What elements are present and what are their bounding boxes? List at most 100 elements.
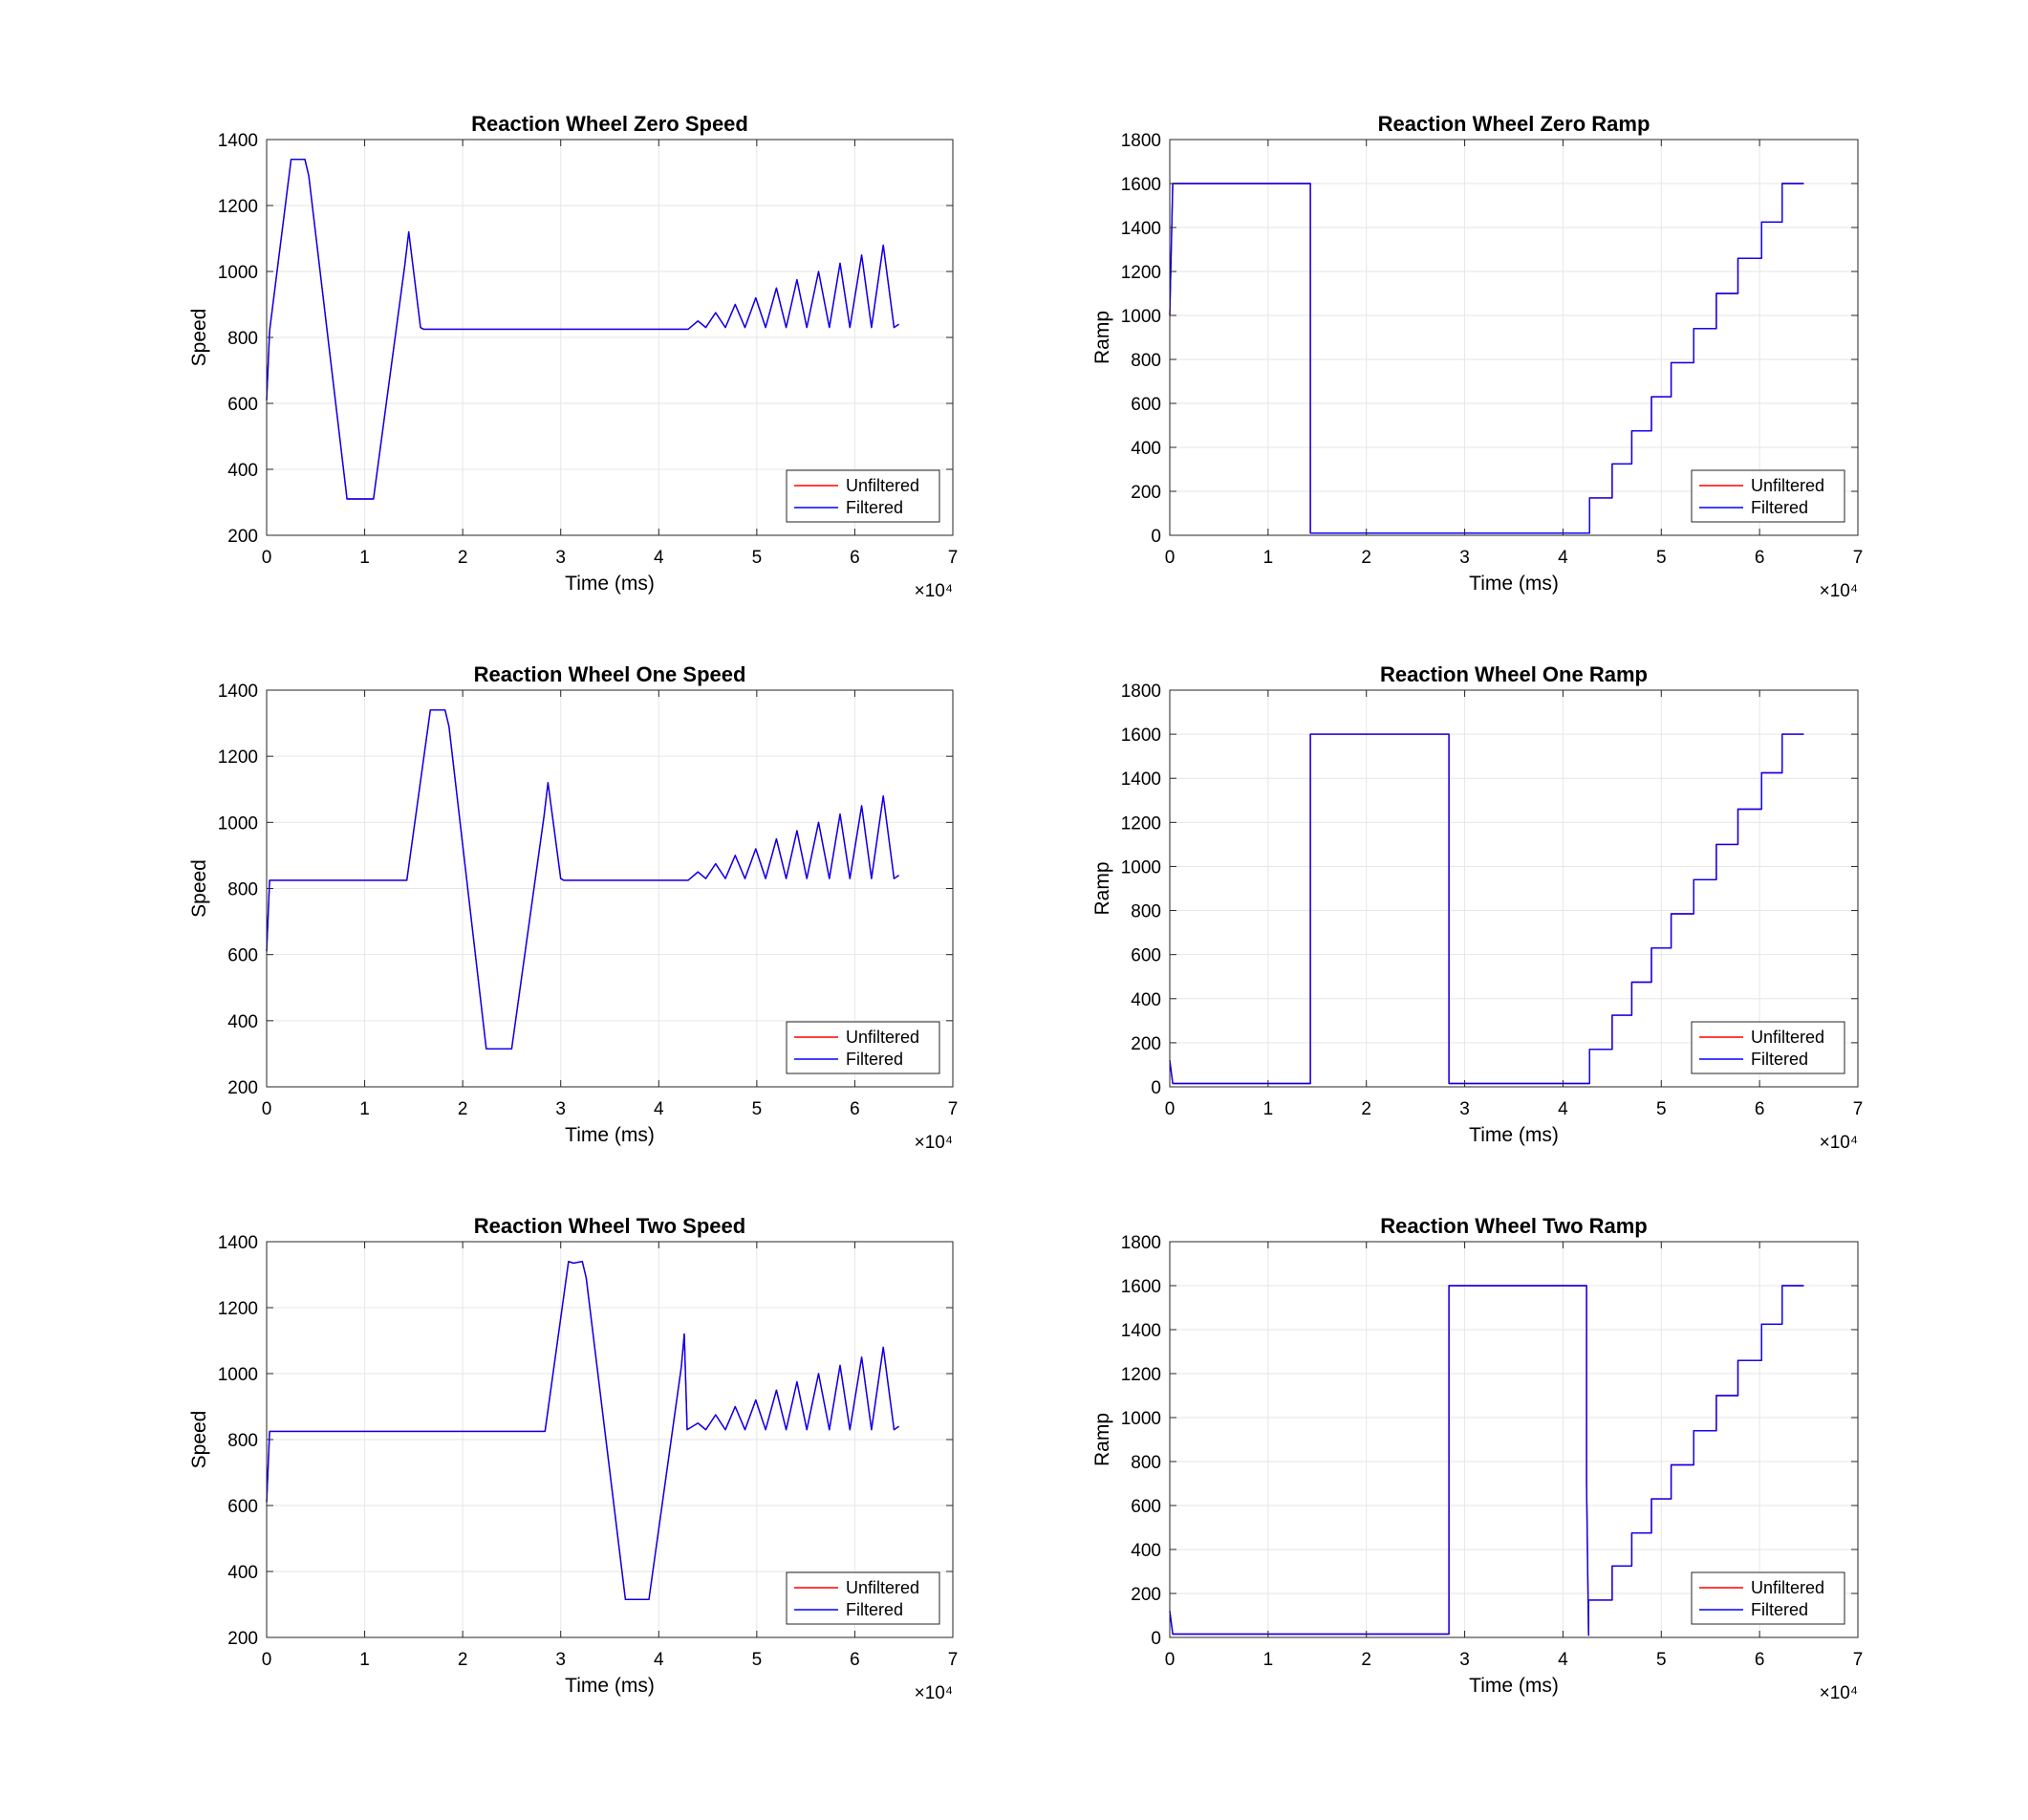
y-tick-label: 1200 bbox=[1121, 263, 1161, 283]
y-tick-label: 1200 bbox=[218, 1299, 258, 1319]
y-tick-label: 1400 bbox=[218, 131, 258, 151]
x-tick-label: 7 bbox=[948, 1099, 959, 1119]
y-tick-label: 200 bbox=[227, 527, 258, 547]
series-line-filtered bbox=[266, 158, 899, 500]
y-tick-label: 1200 bbox=[218, 748, 258, 768]
y-tick-label: 1000 bbox=[1121, 1409, 1161, 1429]
y-tick-label: 400 bbox=[1131, 439, 1161, 459]
legend-box bbox=[1691, 1021, 1845, 1074]
x-tick-label: 1 bbox=[359, 1099, 370, 1119]
legend-label-unfiltered: Unfiltered bbox=[1751, 1578, 1824, 1597]
legend-label-unfiltered: Unfiltered bbox=[846, 1578, 919, 1597]
plot-area bbox=[1170, 1242, 1858, 1637]
subplot-1: 0 1 2 3 4 5 6 7 200 400 600 800 1000 1200 1400 Reaction… bbox=[188, 112, 958, 601]
x-tick-label: 5 bbox=[752, 1650, 763, 1670]
y-tick-label: 1400 bbox=[218, 1233, 258, 1253]
y-tick-label: 400 bbox=[1131, 1541, 1161, 1561]
x-tick-label: 0 bbox=[262, 548, 272, 568]
y-tick-label: 600 bbox=[227, 946, 258, 966]
y-tick-label: 1200 bbox=[218, 197, 258, 217]
y-tick-label: 1800 bbox=[1121, 682, 1161, 702]
y-tick-label: 1400 bbox=[218, 682, 258, 702]
x-tick-label: 7 bbox=[948, 548, 959, 568]
y-axis-label: Ramp bbox=[1091, 1413, 1113, 1466]
y-tick-label: 200 bbox=[1131, 483, 1161, 503]
legend-label-unfiltered: Unfiltered bbox=[846, 1028, 919, 1047]
y-tick-label: 1200 bbox=[1121, 1365, 1161, 1385]
x-axis-label: Time (ms) bbox=[1469, 1124, 1559, 1146]
x-tick-label: 4 bbox=[654, 1099, 664, 1119]
x-tick-label: 1 bbox=[1263, 1099, 1274, 1119]
y-tick-label: 1600 bbox=[1121, 1277, 1161, 1297]
x-tick-label: 1 bbox=[359, 548, 370, 568]
y-tick-label: 600 bbox=[227, 395, 258, 415]
subplot-2: 0 1 2 3 4 5 6 7 0 200 400 600 800 1000 1200 1400 1600 180… bbox=[1091, 112, 1863, 601]
x-tick-label: 7 bbox=[1853, 1099, 1864, 1119]
y-tick-label: 1400 bbox=[1121, 1321, 1161, 1341]
x-tick-label: 1 bbox=[359, 1650, 370, 1670]
series-line-filtered bbox=[1169, 1285, 1804, 1636]
x-tick-label: 7 bbox=[1853, 548, 1864, 568]
y-tick-label: 200 bbox=[1131, 1585, 1161, 1605]
y-tick-label: 600 bbox=[1131, 1497, 1161, 1517]
legend-box bbox=[786, 469, 940, 523]
y-tick-label: 1800 bbox=[1121, 1233, 1161, 1253]
chart-title: Reaction Wheel Zero Speed bbox=[471, 112, 748, 136]
y-tick-label: 1000 bbox=[1121, 307, 1161, 327]
x-tick-label: 6 bbox=[1755, 548, 1765, 568]
x-tick-label: 6 bbox=[850, 548, 860, 568]
legend-label-unfiltered: Unfiltered bbox=[846, 476, 919, 495]
x-tick-label: 5 bbox=[1656, 1099, 1667, 1119]
x-tick-label: 7 bbox=[1853, 1650, 1864, 1670]
y-tick-label: 400 bbox=[1131, 990, 1161, 1010]
x-tick-label: 3 bbox=[555, 1099, 566, 1119]
y-tick-label: 200 bbox=[227, 1629, 258, 1649]
x-tick-label: 3 bbox=[1459, 548, 1470, 568]
y-tick-label: 1200 bbox=[1121, 813, 1161, 834]
y-tick-label: 200 bbox=[227, 1078, 258, 1098]
x-tick-label: 1 bbox=[1263, 548, 1274, 568]
legend-box bbox=[786, 1571, 940, 1625]
y-tick-label: 400 bbox=[227, 1563, 258, 1583]
x-tick-label: 5 bbox=[1656, 1650, 1667, 1670]
y-axis-label: Speed bbox=[188, 1411, 210, 1469]
x-tick-label: 1 bbox=[1263, 1650, 1274, 1670]
plot-area bbox=[1170, 140, 1858, 535]
y-tick-label: 200 bbox=[1131, 1034, 1161, 1054]
y-tick-label: 400 bbox=[227, 1012, 258, 1032]
y-tick-label: 1400 bbox=[1121, 219, 1161, 239]
legend-label-filtered: Filtered bbox=[846, 498, 903, 517]
y-tick-label: 800 bbox=[1131, 351, 1161, 371]
y-tick-label: 1000 bbox=[218, 1365, 258, 1385]
x-tick-label: 0 bbox=[1165, 548, 1176, 568]
y-tick-label: 800 bbox=[227, 1431, 258, 1451]
axes-box bbox=[1169, 689, 1859, 1088]
x-tick-label: 0 bbox=[262, 1650, 272, 1670]
legend-box bbox=[1691, 469, 1845, 523]
plot-area bbox=[1170, 690, 1858, 1087]
y-tick-label: 0 bbox=[1151, 1078, 1161, 1098]
x-tick-label: 2 bbox=[1361, 1099, 1371, 1119]
x-tick-label: 3 bbox=[555, 548, 566, 568]
x-tick-label: 6 bbox=[1755, 1650, 1765, 1670]
x-tick-label: 0 bbox=[262, 1099, 272, 1119]
y-tick-label: 400 bbox=[227, 461, 258, 481]
chart-title: Reaction Wheel One Speed bbox=[474, 662, 746, 686]
legend-label-filtered: Filtered bbox=[1751, 498, 1808, 517]
axes-box bbox=[1169, 1241, 1859, 1638]
x-tick-label: 2 bbox=[1361, 548, 1371, 568]
y-tick-label: 1600 bbox=[1121, 726, 1161, 746]
y-tick-label: 1800 bbox=[1121, 131, 1161, 151]
y-tick-label: 600 bbox=[1131, 946, 1161, 966]
y-tick-label: 1600 bbox=[1121, 175, 1161, 195]
axes-box bbox=[1169, 139, 1859, 536]
x-tick-label: 3 bbox=[1459, 1650, 1470, 1670]
x-tick-label: 6 bbox=[850, 1650, 860, 1670]
legend-label-unfiltered: Unfiltered bbox=[1751, 476, 1824, 495]
y-tick-label: 1000 bbox=[218, 263, 258, 283]
chart-title: Reaction Wheel Zero Ramp bbox=[1378, 112, 1650, 136]
x-tick-label: 4 bbox=[1558, 1099, 1568, 1119]
chart-title: Reaction Wheel Two Ramp bbox=[1380, 1214, 1648, 1238]
x-tick-label: 4 bbox=[1558, 1650, 1568, 1670]
